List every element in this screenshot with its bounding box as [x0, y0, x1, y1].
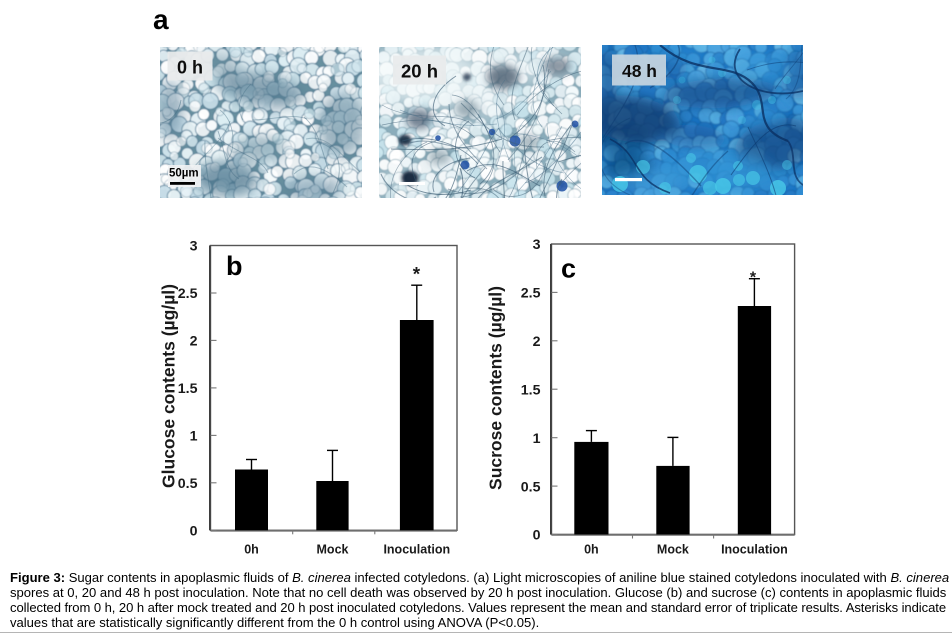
svg-text:50µm: 50µm [169, 168, 199, 180]
svg-text:1.5: 1.5 [178, 381, 198, 397]
svg-text:48 h: 48 h [622, 61, 657, 81]
svg-text:Inoculation: Inoculation [721, 543, 788, 557]
svg-text:1.5: 1.5 [521, 382, 541, 398]
svg-text:Glucose contents (µg/µl): Glucose contents (µg/µl) [159, 284, 179, 488]
svg-text:0.5: 0.5 [178, 476, 198, 492]
svg-text:2.5: 2.5 [178, 286, 198, 302]
svg-text:0: 0 [190, 524, 198, 540]
svg-text:Inoculation: Inoculation [383, 543, 450, 557]
svg-text:0h: 0h [244, 543, 259, 557]
svg-text:1: 1 [533, 431, 541, 447]
svg-text:*: * [750, 269, 757, 286]
svg-text:Mock: Mock [317, 543, 349, 557]
svg-text:c: c [561, 254, 576, 284]
svg-text:b: b [226, 251, 243, 281]
svg-text:3: 3 [533, 237, 541, 253]
svg-text:*: * [413, 264, 421, 285]
svg-text:2: 2 [190, 334, 198, 350]
svg-text:1: 1 [190, 429, 198, 445]
svg-text:0: 0 [533, 528, 541, 544]
svg-text:Mock: Mock [657, 543, 689, 557]
svg-text:0 h: 0 h [177, 58, 203, 78]
svg-text:2.5: 2.5 [521, 286, 541, 302]
svg-text:3: 3 [190, 239, 198, 255]
svg-text:0.5: 0.5 [521, 479, 541, 495]
svg-text:20 h: 20 h [401, 60, 438, 81]
svg-text:Sucrose contents (µg/µl): Sucrose contents (µg/µl) [486, 286, 506, 490]
svg-text:2: 2 [533, 334, 541, 350]
svg-text:0h: 0h [584, 543, 599, 557]
